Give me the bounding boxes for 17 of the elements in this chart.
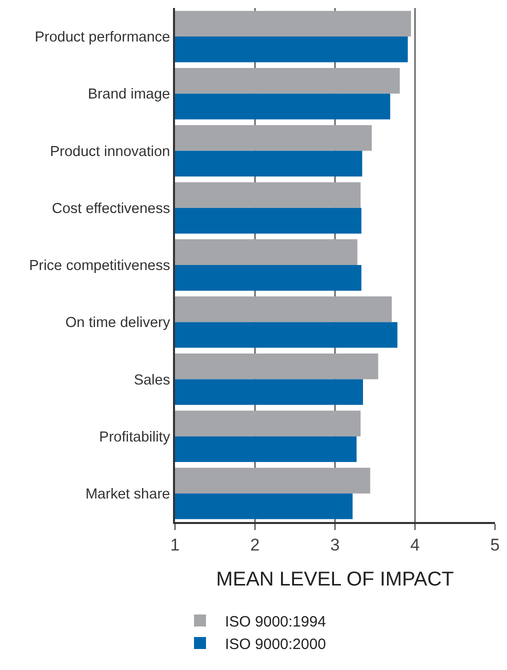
- y-tick-label: Profitability: [99, 429, 171, 446]
- legend-label: ISO 9000:2000: [225, 636, 326, 653]
- x-tick-label: 2: [250, 535, 260, 554]
- y-tick-label: Price competitiveness: [29, 258, 170, 274]
- x-tick-label: 5: [490, 535, 500, 554]
- y-tick-label: Product performance: [34, 30, 170, 46]
- legend-label: ISO 9000:1994: [225, 613, 326, 630]
- y-tick-label: On time delivery: [65, 315, 171, 332]
- x-axis-title: MEAN LEVEL OF IMPACT: [216, 568, 454, 590]
- x-tick-label: 3: [330, 535, 340, 554]
- y-tick-label: Product innovation: [50, 144, 170, 160]
- x-tick-label: 4: [410, 535, 420, 554]
- x-tick-label: 1: [170, 535, 180, 554]
- y-tick-label: Cost effectiveness: [52, 200, 170, 217]
- y-tick-label: Market share: [85, 486, 170, 503]
- y-tick-label: Sales: [134, 372, 170, 388]
- y-tick-label: Brand image: [88, 86, 170, 103]
